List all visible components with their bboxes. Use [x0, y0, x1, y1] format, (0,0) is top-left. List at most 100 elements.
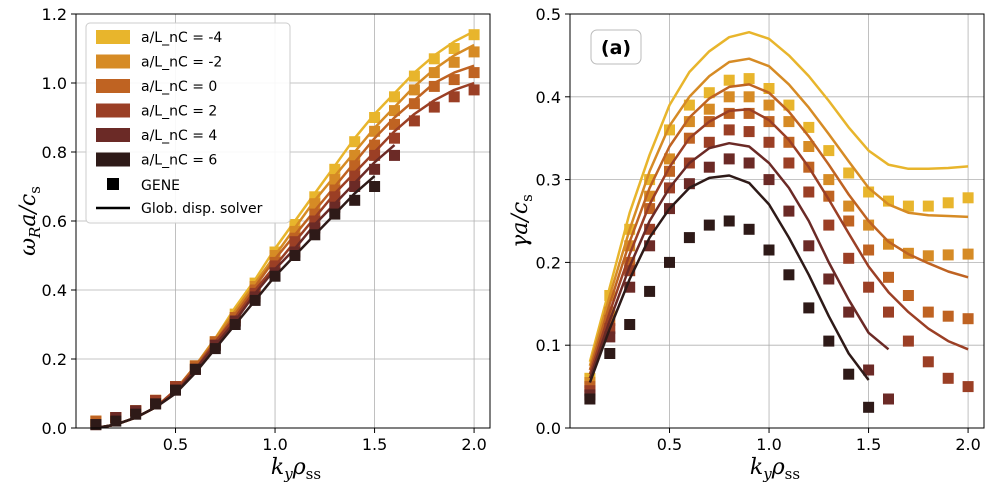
right-gene-point-0 [644, 174, 656, 186]
left-xtick-label: 1.0 [262, 435, 287, 454]
left-xlabel: kyρss [271, 455, 321, 483]
right-xtick-label: 1.0 [756, 435, 781, 454]
right-solver-line-1 [588, 57, 969, 367]
right-gene-point-5 [683, 232, 695, 244]
right-gene-point-0 [863, 186, 875, 198]
right-gene-point-0 [763, 83, 775, 94]
left-gene-point-5 [249, 294, 261, 306]
left-ytick-label: 0.6 [42, 212, 67, 231]
right-gene-point-5 [644, 285, 656, 297]
left-gene-point-4 [309, 222, 321, 234]
left-gene-point-1 [289, 225, 301, 237]
panel-annotation: (a) [601, 37, 631, 59]
right-ytick-label: 0.4 [536, 88, 561, 107]
right-gene-point-4 [743, 157, 755, 169]
left-gene-point-1 [468, 46, 480, 58]
left-data [90, 29, 480, 431]
right-gene-point-2 [843, 215, 855, 227]
right-ytick-label: 0.0 [536, 419, 561, 438]
legend-label-2: a/L_nC = 0 [141, 79, 217, 95]
left-gene-point-3 [468, 84, 480, 96]
right-gene-point-1 [683, 116, 695, 128]
left-gene-point-4 [369, 163, 381, 175]
right-gene-point-1 [703, 103, 715, 115]
left-gene-point-3 [389, 132, 400, 144]
left-gene-point-1 [309, 198, 321, 210]
right-gene-point-1 [823, 174, 835, 186]
legend-swatch-2 [96, 79, 130, 93]
right-ticks: 0.5 1.0 1.5 2.0 0.0 0.1 0.2 0.3 0.4 0.5 [536, 5, 981, 454]
right-gene-point-3 [843, 252, 855, 264]
right-gene-point-2 [962, 313, 974, 325]
left-gene-point-5 [110, 415, 122, 427]
right-gene-point-5 [803, 302, 815, 314]
right-gene-point-3 [763, 136, 775, 148]
right-gene-point-5 [624, 319, 636, 330]
left-gene-point-1 [329, 174, 341, 186]
right-gene-point-4 [823, 273, 835, 285]
left-gene-point-5 [170, 384, 181, 396]
legend-swatch-0 [96, 30, 130, 44]
left-gene-point-2 [309, 208, 321, 220]
right-gene-point-0 [783, 99, 795, 111]
left-ticks: 0.5 1.0 1.5 2.0 0.0 0.2 0.4 0.6 0.8 1.0 1.2 [42, 5, 487, 454]
right-xtick-label: 1.5 [856, 435, 881, 454]
left-xtick-label: 2.0 [461, 435, 486, 454]
right-gene-point-5 [723, 215, 735, 227]
left-gene-point-2 [349, 160, 361, 172]
left-ytick-label: 0.2 [42, 350, 67, 369]
right-gene-point-4 [703, 161, 715, 173]
right-gene-point-0 [823, 145, 835, 157]
right-gene-point-2 [902, 290, 914, 301]
right-gene-point-1 [883, 238, 894, 250]
legend-label-3: a/L_nC = 2 [141, 104, 217, 120]
legend-gene-marker [107, 178, 119, 190]
right-gene-point-3 [723, 124, 735, 136]
left-ylabel: ωRa/cs [16, 186, 44, 256]
left-gene-point-4 [389, 149, 400, 161]
right-gene-point-5 [604, 348, 616, 359]
right-gene-point-1 [962, 248, 974, 260]
right-ytick-label: 0.3 [536, 171, 561, 190]
left-gene-point-5 [150, 398, 162, 410]
right-gene-point-0 [883, 195, 894, 207]
left-gene-point-2 [428, 80, 440, 92]
right-gene-point-0 [703, 87, 715, 99]
left-ytick-label: 0.4 [42, 281, 67, 300]
left-gene-point-1 [408, 84, 420, 96]
right-gene-point-3 [624, 265, 636, 277]
left-gene-point-2 [389, 118, 400, 130]
right-gene-point-2 [863, 244, 875, 256]
left-gene-point-1 [369, 125, 381, 137]
right-gene-point-1 [843, 200, 855, 212]
left-xtick-label: 0.5 [163, 435, 188, 454]
right-gene-point-1 [664, 153, 675, 165]
right-gene-point-3 [644, 223, 656, 235]
right-ytick-label: 0.1 [536, 336, 561, 355]
legend-label-5: a/L_nC = 6 [141, 153, 217, 169]
left-gene-point-1 [428, 67, 440, 79]
left-gene-point-5 [329, 208, 341, 220]
right-gene-point-5 [584, 393, 596, 405]
right-gene-point-3 [962, 381, 974, 393]
right-solver-line-5 [588, 174, 870, 383]
right-gene-point-4 [683, 178, 695, 190]
left-gene-point-5 [90, 419, 102, 431]
right-gene-point-2 [823, 190, 835, 202]
left-gene-point-0 [289, 219, 301, 230]
left-gene-point-3 [289, 236, 301, 248]
right-gene-point-3 [823, 219, 835, 231]
right-gene-point-3 [743, 126, 755, 138]
left-gene-point-3 [369, 149, 381, 161]
right-gene-point-2 [883, 271, 894, 283]
left-xtick-label: 1.5 [362, 435, 387, 454]
left-gene-point-0 [309, 191, 321, 203]
right-gene-point-4 [803, 240, 815, 252]
left-gene-point-0 [408, 70, 420, 82]
right-gene-point-3 [803, 186, 815, 198]
left-gene-point-1 [448, 56, 460, 68]
right-xlabel: kyρss [750, 455, 800, 483]
right-gene-point-4 [883, 393, 894, 405]
right-gene-point-2 [624, 256, 636, 268]
right-panel-gamma: 0.5 1.0 1.5 2.0 0.0 0.1 0.2 0.3 0.4 0.5 kyρss γa/… [508, 5, 985, 483]
